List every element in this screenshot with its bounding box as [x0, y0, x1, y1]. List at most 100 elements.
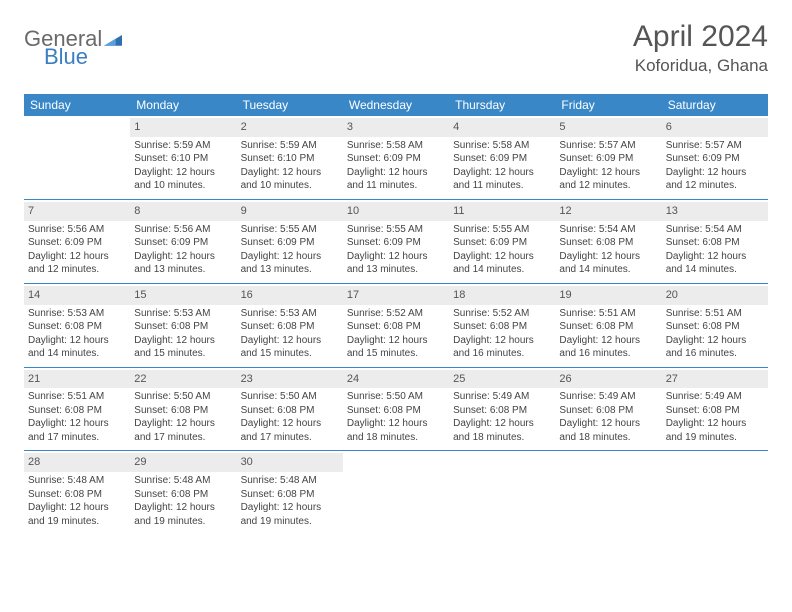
daylight-text: and 18 minutes.	[347, 431, 445, 445]
calendar-cell: 17Sunrise: 5:52 AMSunset: 6:08 PMDayligh…	[343, 283, 449, 367]
sunset-text: Sunset: 6:08 PM	[134, 488, 232, 502]
sunset-text: Sunset: 6:08 PM	[453, 404, 551, 418]
day-number: 19	[555, 286, 661, 305]
daylight-text: and 18 minutes.	[453, 431, 551, 445]
day-number: 10	[343, 202, 449, 221]
calendar-cell: 19 Sunrise: 5:51 AMSunset: 6:08 PMDayligh…	[555, 283, 661, 367]
sunset-text: Sunset: 6:08 PM	[28, 488, 126, 502]
sunset-text: Sunset: 6:08 PM	[28, 320, 126, 334]
day-number: 17	[343, 286, 449, 305]
sunset-text: Sunset: 6:09 PM	[28, 236, 126, 250]
logo-triangle-icon	[104, 28, 122, 50]
weekday-header: Friday	[555, 94, 661, 116]
sunrise-text: Sunrise: 5:51 AM	[28, 390, 126, 404]
daylight-text: Daylight: 12 hours	[134, 501, 232, 515]
calendar-cell: 12Sunrise: 5:54 AMSunset: 6:08 PMDayligh…	[555, 199, 661, 283]
calendar-body: 1Sunrise: 5:59 AMSunset: 6:10 PMDaylight…	[24, 116, 768, 534]
calendar-cell: 20Sunrise: 5:51 AMSunset: 6:08 PMDayligh…	[662, 283, 768, 367]
day-number: 11	[449, 202, 555, 221]
daylight-text: and 16 minutes.	[559, 347, 657, 361]
calendar-cell: 2Sunrise: 5:59 AMSunset: 6:10 PMDaylight…	[237, 116, 343, 199]
daylight-text: Daylight: 12 hours	[559, 250, 657, 264]
weekday-header: Saturday	[662, 94, 768, 116]
sunset-text: Sunset: 6:08 PM	[666, 320, 764, 334]
calendar-cell: 23Sunrise: 5:50 AMSunset: 6:08 PMDayligh…	[237, 367, 343, 451]
sunrise-text: Sunrise: 5:58 AM	[347, 139, 445, 153]
sunrise-text: Sunrise: 5:52 AM	[453, 307, 551, 321]
calendar-cell: 22Sunrise: 5:50 AMSunset: 6:08 PMDayligh…	[130, 367, 236, 451]
daylight-text: Daylight: 12 hours	[241, 250, 339, 264]
daylight-text: Daylight: 12 hours	[559, 334, 657, 348]
sunrise-text: Sunrise: 5:59 AM	[241, 139, 339, 153]
calendar-table: SundayMondayTuesdayWednesdayThursdayFrid…	[24, 94, 768, 534]
sunset-text: Sunset: 6:09 PM	[347, 236, 445, 250]
calendar-cell	[449, 451, 555, 534]
daylight-text: Daylight: 12 hours	[134, 417, 232, 431]
sunrise-text: Sunrise: 5:57 AM	[666, 139, 764, 153]
daylight-text: and 17 minutes.	[134, 431, 232, 445]
sunset-text: Sunset: 6:08 PM	[453, 320, 551, 334]
daylight-text: Daylight: 12 hours	[28, 417, 126, 431]
sunrise-text: Sunrise: 5:50 AM	[347, 390, 445, 404]
sunset-text: Sunset: 6:08 PM	[666, 404, 764, 418]
daylight-text: Daylight: 12 hours	[28, 334, 126, 348]
calendar-cell: 29Sunrise: 5:48 AMSunset: 6:08 PMDayligh…	[130, 451, 236, 534]
sunrise-text: Sunrise: 5:58 AM	[453, 139, 551, 153]
daylight-text: Daylight: 12 hours	[241, 501, 339, 515]
sunset-text: Sunset: 6:08 PM	[666, 236, 764, 250]
daylight-text: Daylight: 12 hours	[453, 166, 551, 180]
day-number: 12	[555, 202, 661, 221]
daylight-text: Daylight: 12 hours	[241, 166, 339, 180]
daylight-text: Daylight: 12 hours	[453, 417, 551, 431]
day-number: 14	[24, 286, 130, 305]
sunrise-text: Sunrise: 5:55 AM	[347, 223, 445, 237]
daylight-text: Daylight: 12 hours	[559, 166, 657, 180]
daylight-text: Daylight: 12 hours	[666, 166, 764, 180]
sunrise-text: Sunrise: 5:53 AM	[28, 307, 126, 321]
daylight-text: and 17 minutes.	[241, 431, 339, 445]
calendar-cell: 16Sunrise: 5:53 AMSunset: 6:08 PMDayligh…	[237, 283, 343, 367]
sunset-text: Sunset: 6:08 PM	[241, 488, 339, 502]
sunset-text: Sunset: 6:08 PM	[241, 320, 339, 334]
daylight-text: and 14 minutes.	[453, 263, 551, 277]
day-number: 25	[449, 370, 555, 389]
day-number: 6	[662, 118, 768, 137]
sunrise-text: Sunrise: 5:54 AM	[559, 223, 657, 237]
daylight-text: and 11 minutes.	[453, 179, 551, 193]
daylight-text: Daylight: 12 hours	[666, 417, 764, 431]
daylight-text: and 10 minutes.	[134, 179, 232, 193]
daylight-text: Daylight: 12 hours	[28, 250, 126, 264]
weekday-header: Sunday	[24, 94, 130, 116]
daylight-text: and 17 minutes.	[28, 431, 126, 445]
sunrise-text: Sunrise: 5:56 AM	[28, 223, 126, 237]
calendar-cell	[24, 116, 130, 199]
sunrise-text: Sunrise: 5:51 AM	[559, 307, 657, 321]
daylight-text: and 19 minutes.	[241, 515, 339, 529]
sunrise-text: Sunrise: 5:49 AM	[666, 390, 764, 404]
daylight-text: Daylight: 12 hours	[241, 334, 339, 348]
weekday-header: Tuesday	[237, 94, 343, 116]
daylight-text: and 16 minutes.	[453, 347, 551, 361]
daylight-text: and 15 minutes.	[347, 347, 445, 361]
daylight-text: and 13 minutes.	[241, 263, 339, 277]
daylight-text: Daylight: 12 hours	[347, 334, 445, 348]
day-number: 28	[24, 453, 130, 472]
sunset-text: Sunset: 6:09 PM	[347, 152, 445, 166]
calendar-cell	[662, 451, 768, 534]
day-number: 4	[449, 118, 555, 137]
daylight-text: and 19 minutes.	[134, 515, 232, 529]
day-number: 7	[24, 202, 130, 221]
sunset-text: Sunset: 6:08 PM	[559, 320, 657, 334]
daylight-text: and 19 minutes.	[666, 431, 764, 445]
daylight-text: Daylight: 12 hours	[347, 417, 445, 431]
daylight-text: and 14 minutes.	[666, 263, 764, 277]
sunset-text: Sunset: 6:08 PM	[559, 404, 657, 418]
sunset-text: Sunset: 6:08 PM	[134, 404, 232, 418]
day-number: 20	[662, 286, 768, 305]
daylight-text: Daylight: 12 hours	[666, 250, 764, 264]
day-number: 1	[130, 118, 236, 137]
calendar-cell: 27Sunrise: 5:49 AMSunset: 6:08 PMDayligh…	[662, 367, 768, 451]
daylight-text: Daylight: 12 hours	[134, 250, 232, 264]
day-number: 16	[237, 286, 343, 305]
sunrise-text: Sunrise: 5:56 AM	[134, 223, 232, 237]
